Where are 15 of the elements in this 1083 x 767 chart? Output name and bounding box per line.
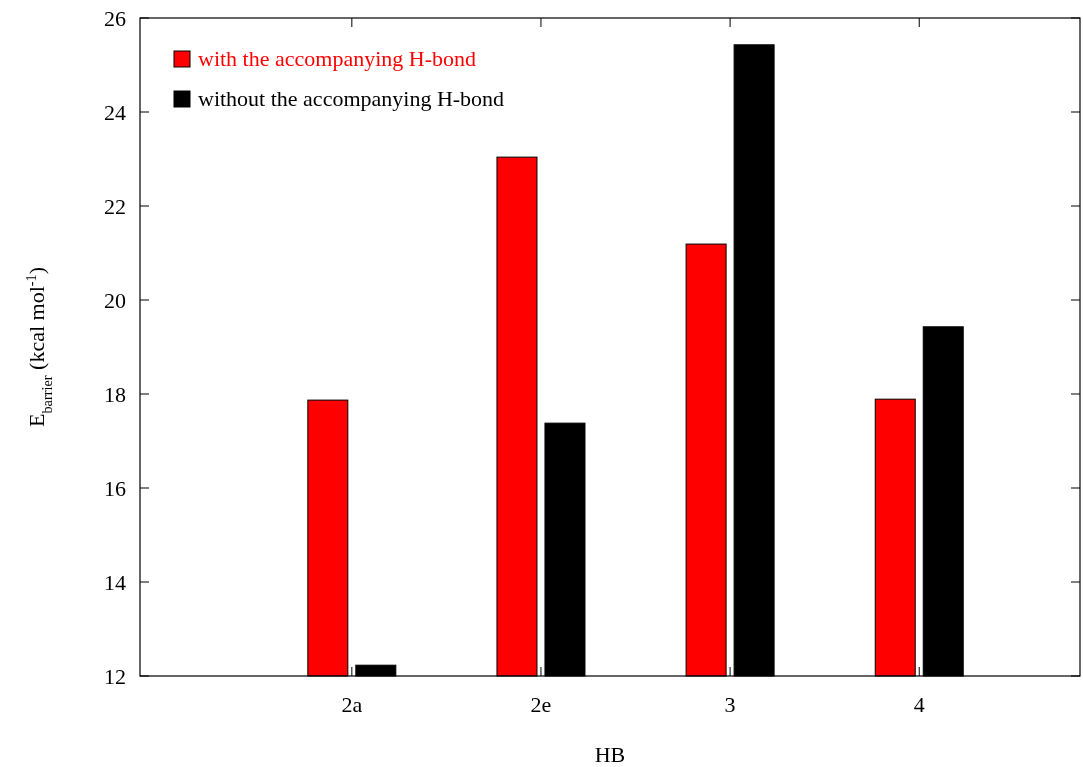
legend-label: with the accompanying H-bond	[198, 46, 476, 71]
x-axis-title: HB	[594, 742, 626, 767]
y-tick-label: 12	[104, 663, 126, 689]
x-tick-label: 2a	[341, 692, 363, 717]
y-tick-label: 14	[104, 569, 126, 595]
legend-label: without the accompanying H-bond	[198, 86, 505, 111]
x-tick-label: 4	[913, 692, 925, 717]
y-tick-label: 26	[104, 5, 126, 31]
x-tick-label: 2e	[530, 692, 552, 717]
x-tick-label: 3	[724, 692, 736, 717]
y-tick-label: 18	[104, 381, 126, 407]
y-tick-label: 16	[104, 475, 126, 501]
y-tick-label: 22	[104, 193, 126, 219]
y-tick-label: 24	[104, 99, 126, 125]
y-tick-label: 20	[104, 287, 126, 313]
